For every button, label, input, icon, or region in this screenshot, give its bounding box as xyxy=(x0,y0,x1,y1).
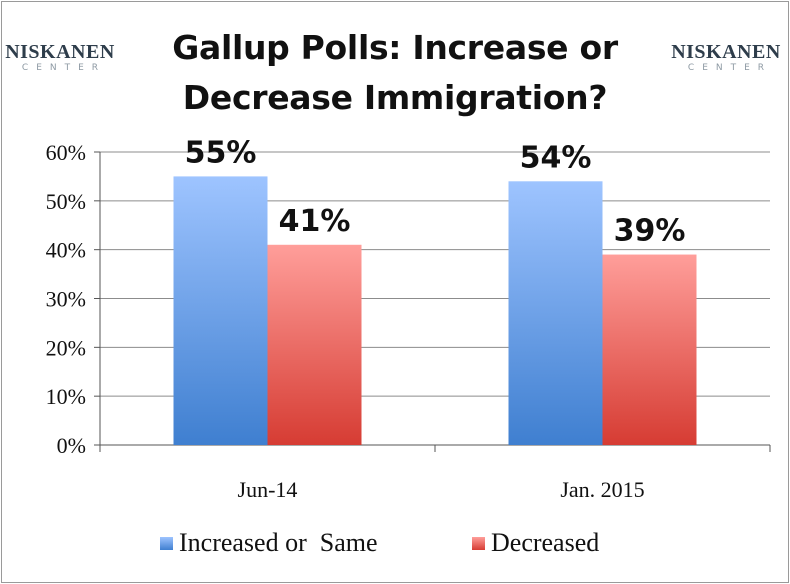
y-tick-label: 20% xyxy=(46,335,86,360)
legend-item-decreased: Decreased xyxy=(472,528,599,558)
data-label: 39% xyxy=(614,214,686,249)
legend-label-decreased: Decreased xyxy=(491,528,600,557)
niskanen-logo-left: NISKANEN CENTER xyxy=(4,42,116,74)
logo-name: NISKANEN xyxy=(671,41,781,63)
legend-swatch-increased xyxy=(160,536,173,550)
logo-name: NISKANEN xyxy=(5,41,115,63)
y-tick-label: 10% xyxy=(46,384,86,409)
x-category-label: Jun-14 xyxy=(238,477,298,502)
x-category-label: Jan. 2015 xyxy=(560,477,644,502)
logo-sub: CENTER xyxy=(21,63,107,73)
bar-decreased xyxy=(267,244,362,445)
niskanen-logo-right: NISKANEN CENTER xyxy=(670,42,782,74)
logo-sub: CENTER xyxy=(687,63,773,73)
chart-title-line-1: Gallup Polls: Increase or xyxy=(172,28,618,67)
legend-item-increased: Increased or Same xyxy=(160,528,378,558)
legend-swatch-decreased xyxy=(472,536,485,550)
y-tick-label: 50% xyxy=(46,189,86,214)
y-tick-label: 60% xyxy=(46,140,86,165)
y-tick-label: 0% xyxy=(57,433,86,458)
data-label: 54% xyxy=(520,140,592,175)
data-label: 55% xyxy=(185,135,257,170)
legend-label-increased: Increased or Same xyxy=(179,528,378,557)
bar-decreased xyxy=(602,254,697,445)
data-label: 41% xyxy=(279,204,351,239)
bar-increased xyxy=(508,181,603,446)
chart-title-line-2: Decrease Immigration? xyxy=(182,78,608,117)
y-tick-label: 40% xyxy=(46,238,86,263)
bar-increased xyxy=(173,176,268,445)
y-tick-label: 30% xyxy=(46,287,86,312)
